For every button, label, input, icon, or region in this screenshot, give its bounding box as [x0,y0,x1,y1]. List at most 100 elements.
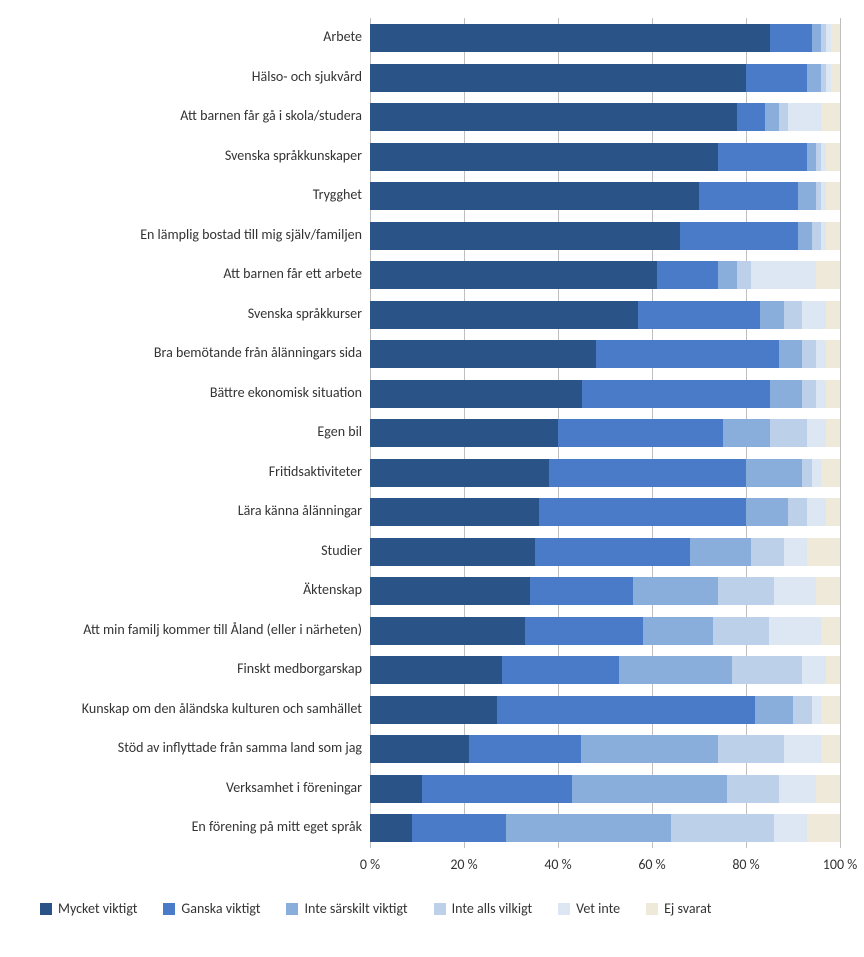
bar-row [370,538,840,566]
bar-segment [539,498,746,526]
bar-row [370,24,840,52]
bar-row [370,380,840,408]
x-tick-label: 100 % [815,856,864,873]
category-label: Egen bil [317,423,362,440]
category-label: Att barnen får ett arbete [223,265,362,282]
bar-segment [751,261,817,289]
bar-segment [788,103,821,131]
legend-label: Inte särskilt viktigt [304,900,407,917]
bar-segment [788,498,807,526]
bar-segment [746,498,788,526]
bar-segment [779,340,803,368]
bar-segment [699,182,798,210]
category-label: En lämplig bostad till mig själv/familje… [140,226,362,243]
legend-swatch [434,903,446,915]
bar-segment [821,735,840,763]
bar-segment [549,459,746,487]
bar-segment [370,775,422,803]
bar-segment [826,498,840,526]
legend-swatch [558,903,570,915]
bar-segment [412,814,506,842]
bar-row [370,261,840,289]
x-tick-label: 60 % [627,856,677,873]
bar-segment [370,538,535,566]
bar-segment [502,656,620,684]
bar-segment [723,419,770,447]
bar-segment [770,380,803,408]
bar-segment [774,577,816,605]
bar-row [370,696,840,724]
bar-segment [370,617,525,645]
plot-area [370,18,840,848]
bar-segment [812,24,821,52]
legend-item: Vet inte [558,900,620,917]
x-tick-label: 0 % [345,856,395,873]
bar-row [370,656,840,684]
bar-segment [812,459,821,487]
bar-segment [826,222,840,250]
bar-segment [784,301,803,329]
x-tick-label: 80 % [721,856,771,873]
bar-segment [826,380,840,408]
bar-segment [826,301,840,329]
legend-item: Ej svarat [646,900,711,917]
bar-segment [807,419,826,447]
bar-segment [370,419,558,447]
bar-segment [370,182,699,210]
bar-segment [737,103,765,131]
x-tick-label: 20 % [439,856,489,873]
bar-segment [582,380,770,408]
bar-segment [746,64,807,92]
bar-segment [581,735,717,763]
gridline [840,18,841,848]
bar-segment [807,498,826,526]
bar-segment [807,143,816,171]
bar-segment [774,814,807,842]
bar-row [370,775,840,803]
bar-segment [370,498,539,526]
bar-segment [816,380,825,408]
bar-segment [370,222,680,250]
bar-segment [779,103,788,131]
bar-row [370,182,840,210]
category-label: Studier [321,542,362,559]
bar-segment [680,222,798,250]
legend-swatch [163,903,175,915]
bar-segment [821,103,840,131]
category-label: Stöd av inflyttade från samma land som j… [118,739,362,756]
category-label: Att barnen får gå i skola/studera [180,107,362,124]
bar-segment [370,380,582,408]
bar-row [370,498,840,526]
bar-segment [370,656,502,684]
bar-segment [370,735,469,763]
legend-label: Ganska viktigt [181,900,260,917]
legend-swatch [286,903,298,915]
bar-segment [422,775,572,803]
bar-segment [816,577,840,605]
legend-label: Vet inte [576,900,620,917]
bar-segment [751,538,784,566]
category-label: Verksamhet i föreningar [226,779,362,796]
category-label: Arbete [323,28,362,45]
category-label: Lära känna ålänningar [238,502,362,519]
category-label: Fritidsaktiviteter [269,463,362,480]
bar-segment [802,459,811,487]
bar-segment [718,577,774,605]
bar-segment [370,24,770,52]
bar-segment [770,419,808,447]
bar-row [370,419,840,447]
bar-row [370,459,840,487]
bar-segment [718,261,737,289]
bar-row [370,103,840,131]
bar-segment [727,775,779,803]
bar-segment [760,301,784,329]
category-label: Att min familj kommer till Åland (eller … [83,621,362,638]
bar-segment [821,617,840,645]
bar-row [370,617,840,645]
bar-segment [807,64,821,92]
bar-row [370,340,840,368]
bar-segment [816,340,825,368]
bar-segment [826,656,840,684]
bar-segment [671,814,774,842]
bar-row [370,577,840,605]
